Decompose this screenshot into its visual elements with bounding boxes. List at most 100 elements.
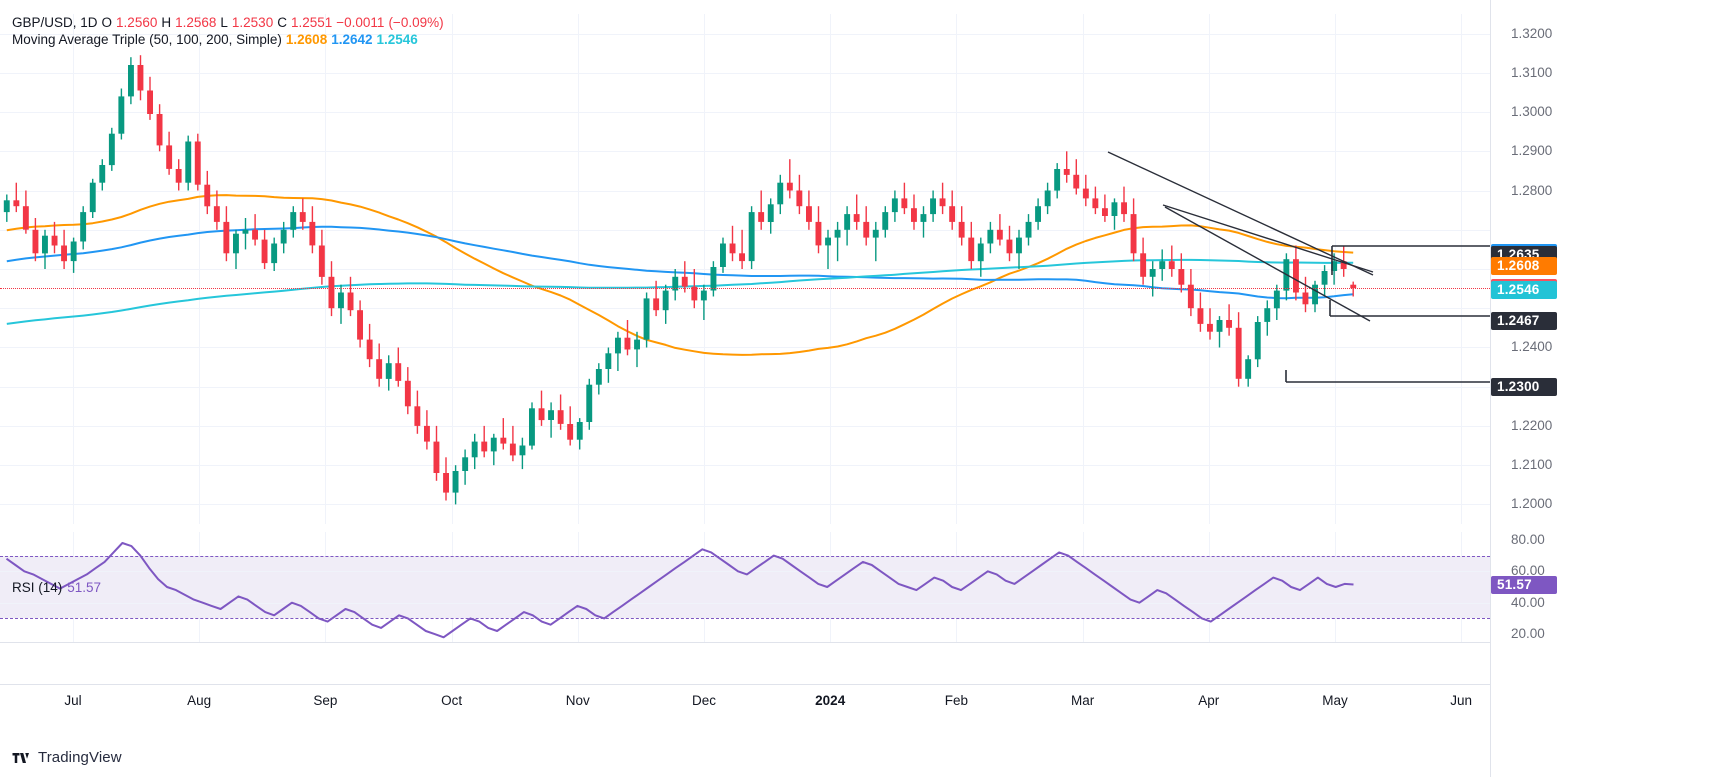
price-axis-pill-1.2300[interactable]: 1.2300 (1491, 377, 1557, 396)
chart-legend: GBP/USD, 1D O 1.2560 H 1.2568 L 1.2530 C 1.2551−… (12, 14, 448, 48)
high-label: H (161, 15, 172, 30)
candle-body (1226, 320, 1232, 328)
tradingview-wordmark: TradingView (38, 749, 122, 766)
candle-body (404, 380, 411, 407)
rsi-series[interactable] (0, 532, 1490, 642)
time-grid-line (1209, 14, 1210, 524)
candle-body (710, 267, 717, 291)
time-grid-line (1461, 14, 1462, 524)
candle-body (338, 292, 344, 309)
candle-body (643, 298, 650, 340)
price-axis-tick: 1.2200 (1511, 417, 1553, 433)
time-grid-line (325, 14, 326, 524)
candle-body (949, 206, 956, 222)
rsi-indicator-title[interactable]: RSI (14) (12, 580, 63, 595)
price-axis-pill-1.2608[interactable]: 1.2608 (1491, 256, 1557, 275)
candle-body (204, 184, 211, 207)
candle-body (1111, 202, 1118, 216)
candle-body (653, 298, 660, 311)
upper-descending-trendline-2[interactable] (1162, 204, 1374, 273)
time-grid-line (199, 14, 200, 524)
open-value: 1.2560 (116, 15, 158, 30)
candle-body (509, 443, 516, 456)
candle-body (834, 229, 841, 238)
symbol-label[interactable]: GBP/USD, 1D (12, 15, 98, 30)
candle-body (42, 235, 48, 254)
candle-body (1187, 284, 1194, 309)
rsi-pane[interactable] (0, 532, 1490, 642)
candle-body (271, 243, 278, 264)
low-value: 1.2530 (231, 15, 274, 30)
candle-body (89, 182, 96, 213)
candle-body (376, 359, 383, 379)
candle-body (1044, 190, 1051, 207)
symbol-ohlc-row[interactable]: GBP/USD, 1D O 1.2560 H 1.2568 L 1.2530 C 1.2551−… (12, 14, 448, 31)
candle-body (996, 229, 1003, 240)
last-price-line (0, 288, 1490, 290)
rsi-legend[interactable]: RSI (14) 51.57 (12, 580, 101, 595)
candle-body (1149, 269, 1156, 277)
candle-body (911, 208, 917, 222)
candle-body (490, 437, 497, 452)
candle-body (548, 410, 554, 420)
candle-body (557, 410, 564, 424)
rsi-axis-tick: 80.00 (1511, 531, 1545, 547)
candle-body (700, 290, 707, 301)
rsi-oversold-line (0, 618, 1490, 620)
candle-body (739, 253, 745, 262)
price-pane[interactable] (0, 14, 1490, 524)
lower-descending-trendline[interactable] (1164, 206, 1371, 322)
candle-body (853, 214, 860, 222)
moving-average-overlay (6, 194, 1354, 356)
upper-descending-trendline[interactable] (1107, 151, 1374, 276)
candle-body (70, 241, 77, 262)
price-scale[interactable]: 1.3200 1.3100 1.3000 1.2900 1.2800 1.2400 1.22… (1490, 0, 1713, 777)
time-grid-line (1083, 14, 1084, 524)
price-axis-pill-1.2546[interactable]: 1.2546 (1491, 281, 1557, 300)
candle-body (1273, 290, 1280, 309)
rsi-current-value: 51.57 (67, 580, 102, 595)
close-value: 1.2551 (290, 15, 333, 30)
drawings-overlay[interactable] (0, 14, 1490, 524)
candle-body (672, 276, 679, 291)
candle-body (968, 237, 975, 262)
tradingview-branding[interactable]: TradingView (12, 749, 122, 766)
candle-body (930, 198, 936, 215)
price-grid-line (0, 465, 1490, 467)
candle-body (424, 425, 430, 442)
candle-body (309, 221, 316, 246)
rsi-axis-value-pill[interactable]: 51.57 (1491, 575, 1557, 594)
price-grid-line (0, 33, 1490, 35)
candle-body (538, 408, 545, 421)
candle-body (156, 114, 163, 146)
rsi-overbought-line (0, 555, 1490, 557)
candle-body (166, 145, 173, 169)
candle-body (108, 133, 115, 166)
candle-body (825, 237, 831, 246)
ma50-value: 1.2608 (285, 32, 328, 47)
ma-indicator-title[interactable]: Moving Average Triple (50, 100, 200, Sim… (12, 32, 282, 47)
candle-body (1168, 261, 1175, 269)
time-axis-tick: Sep (313, 693, 338, 708)
candle-body (1121, 202, 1127, 215)
candle-body (1254, 322, 1261, 360)
candle-body (939, 198, 946, 207)
candle-body (233, 233, 239, 254)
price-grid-line (0, 151, 1490, 153)
candle-body (99, 165, 106, 183)
candle-body (433, 441, 440, 473)
candle-body (1264, 308, 1271, 322)
price-axis-tick: 1.3100 (1511, 64, 1553, 80)
candle-body (519, 445, 526, 456)
candle-body (61, 245, 67, 262)
moving-average-row[interactable]: Moving Average Triple (50, 100, 200, Sim… (12, 31, 448, 48)
candlestick-series[interactable] (0, 14, 1490, 524)
candle-body (395, 363, 402, 381)
change-percent: (−0.09%) (388, 15, 444, 30)
candle-body (414, 406, 421, 426)
candle-body (1159, 261, 1166, 269)
time-axis-tick: May (1322, 693, 1348, 708)
change-value: −0.0011 (336, 15, 385, 30)
price-axis-pill-1.2467[interactable]: 1.2467 (1491, 312, 1557, 331)
